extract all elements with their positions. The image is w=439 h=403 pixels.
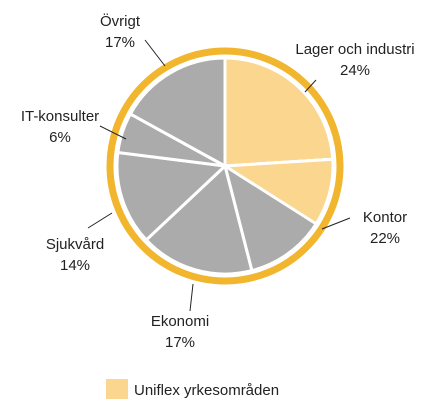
- leader-line: [189, 283, 194, 312]
- slice-value-label: 6%: [49, 129, 71, 146]
- slice-value-label: 17%: [105, 34, 135, 51]
- slice-label: IT-konsulter: [21, 108, 99, 125]
- leader-line: [304, 79, 317, 93]
- slice-label: Övrigt: [100, 12, 141, 30]
- leader-line: [87, 212, 113, 229]
- slice-value-label: 14%: [60, 257, 90, 274]
- pie-slice: [128, 56, 227, 168]
- pie-slice: [115, 150, 227, 242]
- leader-line: [321, 217, 351, 230]
- legend-swatch: [106, 379, 128, 399]
- pie-slice-highlight: [223, 56, 335, 168]
- pie-slice-highlight: [223, 157, 335, 226]
- pie-slice: [144, 164, 254, 276]
- slice-label: Sjukvård: [46, 236, 104, 253]
- slice-value-label: 24%: [340, 62, 370, 79]
- slice-value-label: 17%: [165, 334, 195, 351]
- slice-label: Kontor: [363, 209, 407, 226]
- legend-label: Uniflex yrkesområden: [134, 382, 279, 399]
- pie-ring: [106, 47, 344, 285]
- leader-line: [99, 125, 127, 140]
- slice-label: Ekonomi: [151, 313, 209, 330]
- leader-line: [144, 39, 166, 67]
- slice-label: Lager och industri: [295, 41, 414, 58]
- slice-value-label: 22%: [370, 230, 400, 247]
